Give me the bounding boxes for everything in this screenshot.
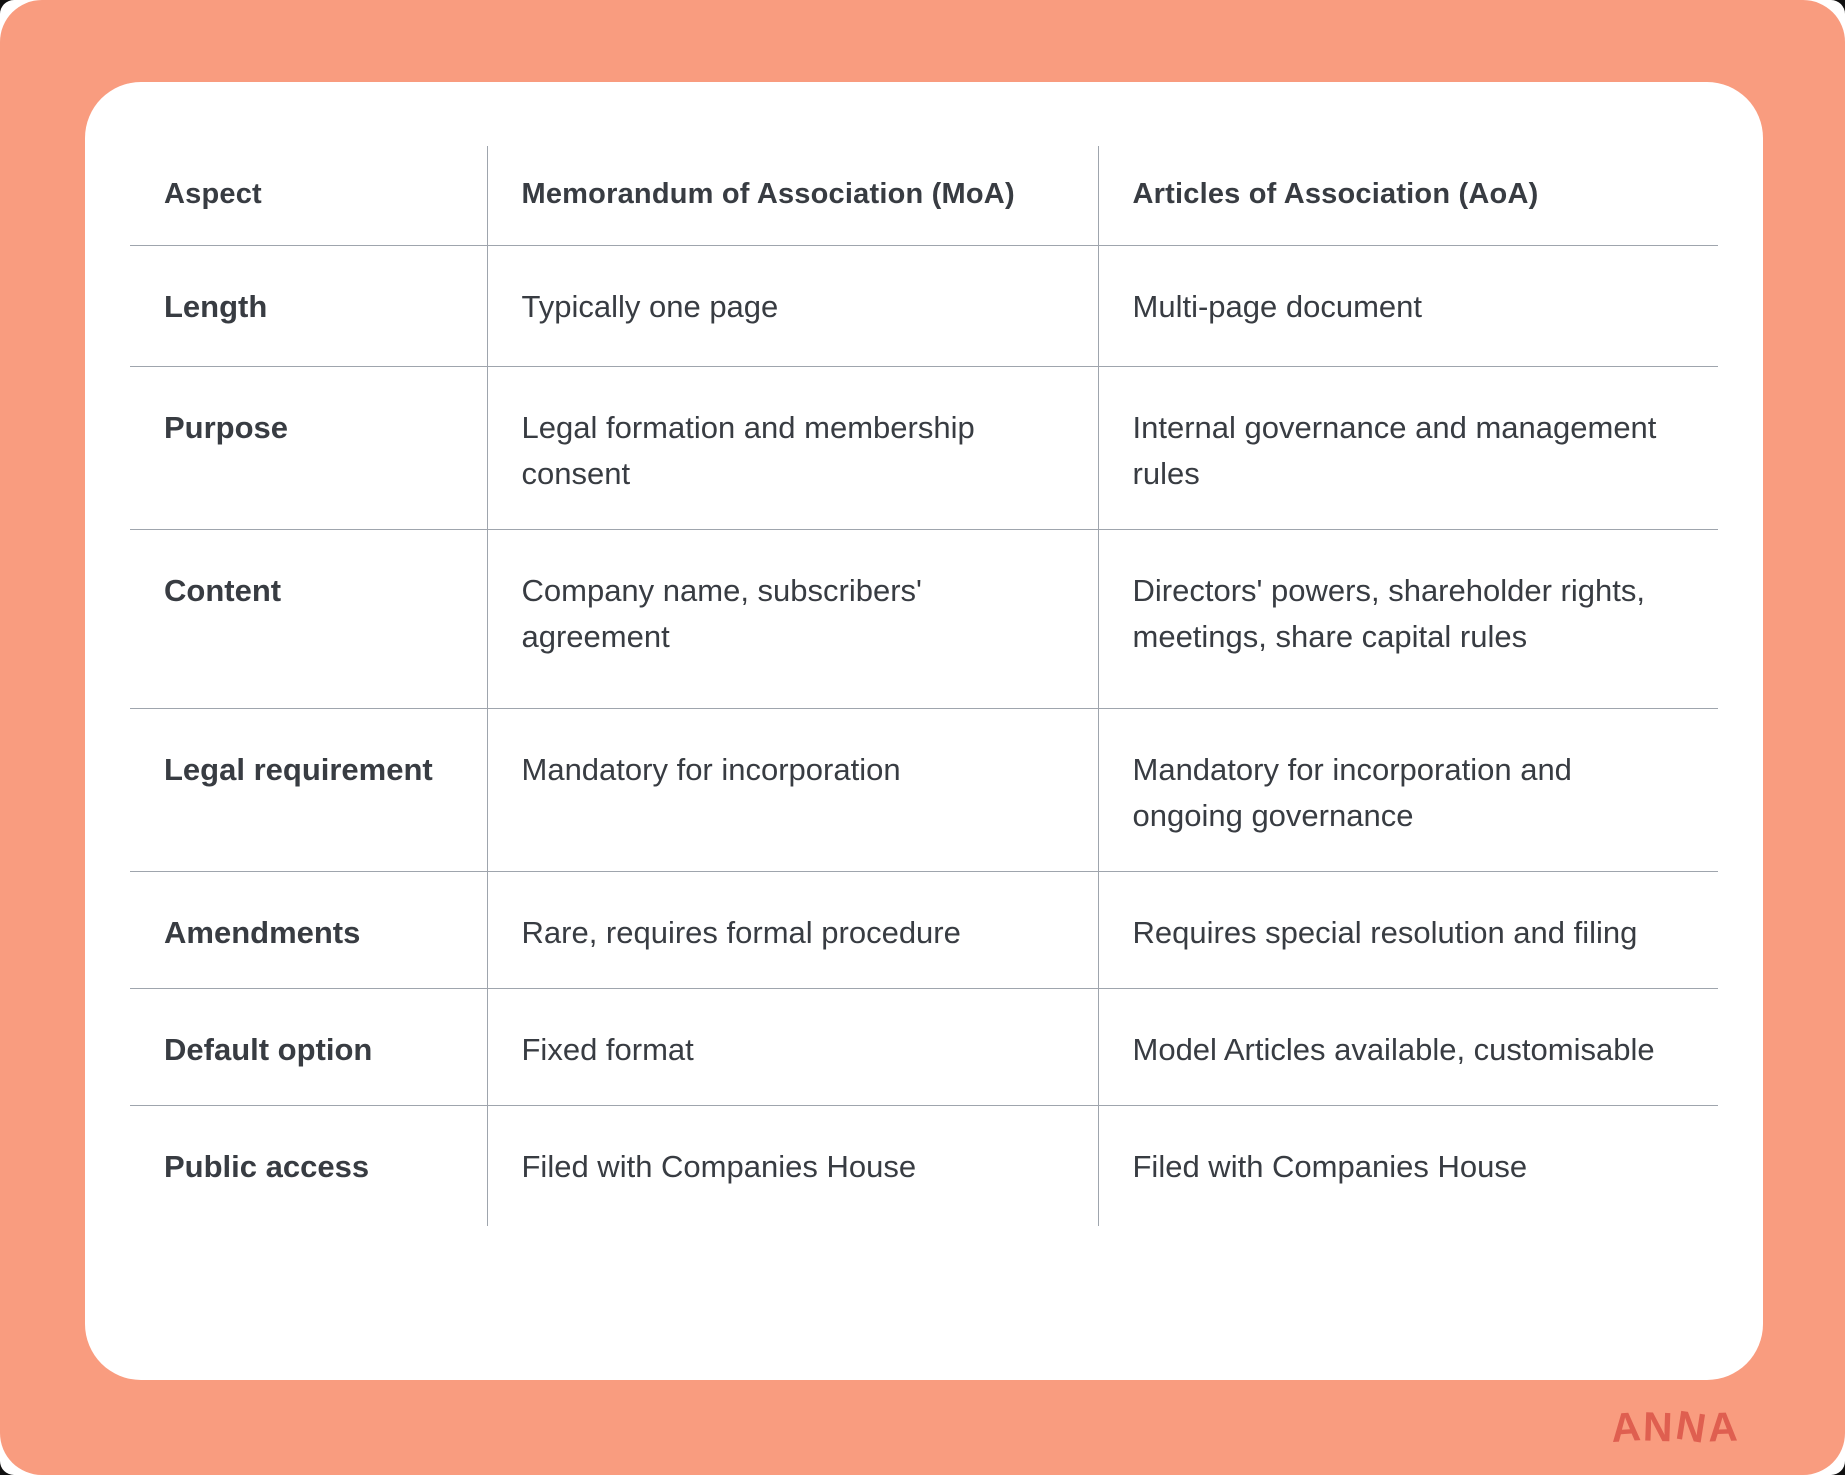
header-aspect: Aspect [164, 178, 262, 210]
cell-moa: Fixed format [486, 988, 1098, 1106]
header-aoa: Articles of Association (AoA) [1097, 146, 1718, 246]
comparison-table: Aspect Memorandum of Association (MoA) A… [130, 146, 1718, 1226]
cell-aoa: Mandatory for incorporation and ongoing … [1097, 708, 1718, 872]
cell-aspect: Length [164, 289, 268, 324]
cell-aoa: Requires special resolution and filing [1097, 871, 1718, 989]
cell-aoa: Directors' powers, shareholder rights, m… [1097, 529, 1718, 709]
table-row-length: Length Typically one page Multi-page doc… [130, 245, 1718, 367]
cell-aspect: Amendments [164, 915, 361, 950]
table-row-amendments: Amendments Rare, requires formal procedu… [130, 871, 1718, 989]
cell-aspect: Purpose [164, 410, 289, 445]
cell-aspect: Content [164, 573, 282, 608]
cell-moa: Company name, subscribers' agreement [486, 529, 1098, 709]
table-row-legal-requirement: Legal requirement Mandatory for incorpor… [130, 708, 1718, 872]
cell-aspect: Legal requirement [164, 752, 433, 787]
cell-moa: Legal formation and membership consent [486, 366, 1098, 530]
table-row-public-access: Public access Filed with Companies House… [130, 1105, 1718, 1226]
cell-aoa: Multi-page document [1097, 245, 1718, 367]
cell-aoa: Internal governance and management rules [1097, 366, 1718, 530]
cell-moa: Typically one page [486, 245, 1098, 367]
anna-logo: ANNA [1608, 1401, 1742, 1453]
cell-moa: Mandatory for incorporation [486, 708, 1098, 872]
cell-aoa: Filed with Companies House [1097, 1105, 1718, 1226]
table-row-content: Content Company name, subscribers' agree… [130, 529, 1718, 709]
header-row: Aspect Memorandum of Association (MoA) A… [130, 146, 1718, 246]
table-row-default-option: Default option Fixed format Model Articl… [130, 988, 1718, 1106]
table-header: Aspect Memorandum of Association (MoA) A… [130, 146, 1718, 246]
table-body: Length Typically one page Multi-page doc… [130, 245, 1718, 1226]
cell-moa: Rare, requires formal procedure [486, 871, 1098, 989]
cell-aoa: Model Articles available, customisable [1097, 988, 1718, 1106]
header-moa: Memorandum of Association (MoA) [486, 146, 1098, 246]
cell-aspect: Default option [164, 1032, 373, 1067]
cell-aspect: Public access [164, 1149, 370, 1184]
cell-moa: Filed with Companies House [486, 1105, 1098, 1226]
table-row-purpose: Purpose Legal formation and membership c… [130, 366, 1718, 530]
comparison-card: Aspect Memorandum of Association (MoA) A… [85, 82, 1763, 1380]
